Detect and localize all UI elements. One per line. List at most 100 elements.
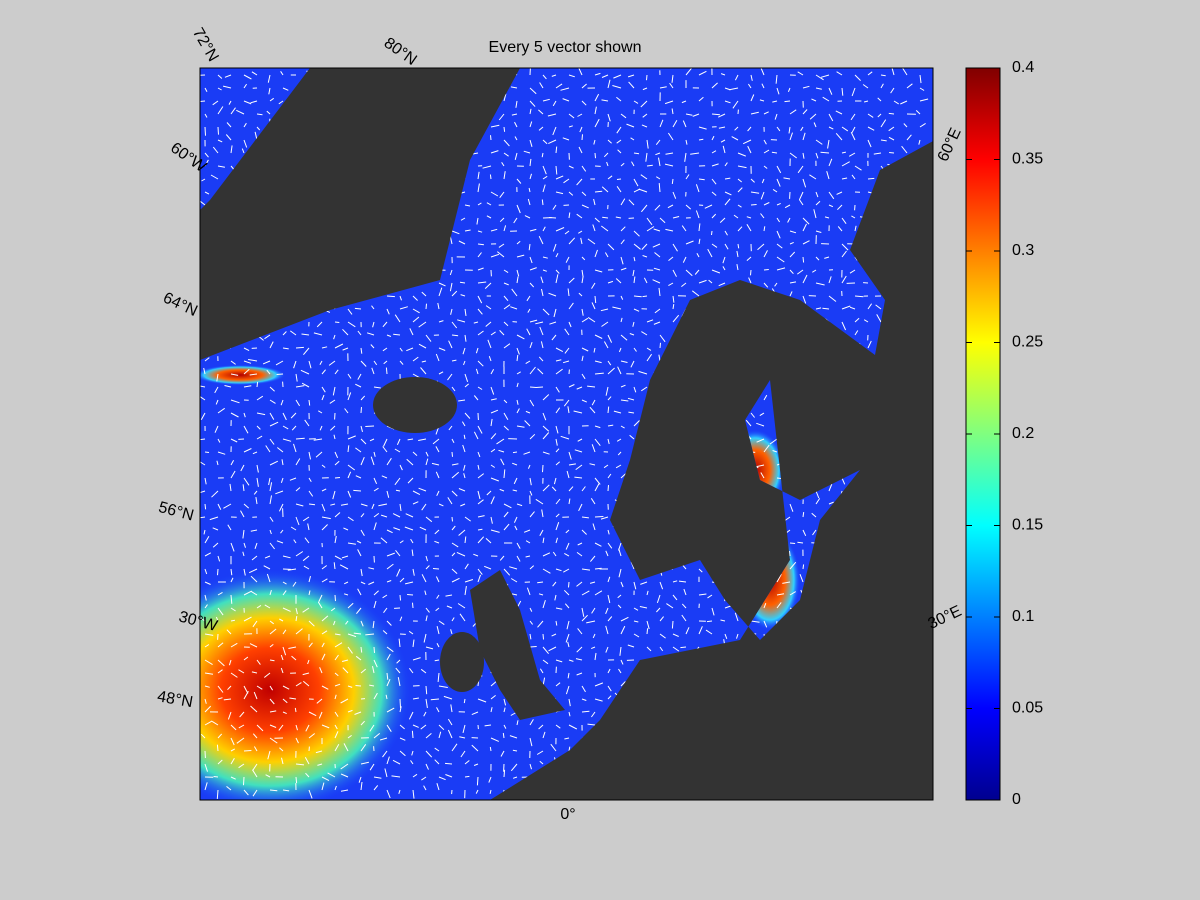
current-vector	[230, 577, 234, 583]
current-vector	[656, 594, 661, 604]
current-vector	[395, 667, 401, 674]
current-vector	[412, 501, 419, 505]
current-vector	[737, 204, 742, 208]
current-vector	[319, 425, 323, 431]
current-vector	[605, 550, 609, 557]
current-vector	[263, 565, 271, 570]
current-vector	[536, 750, 544, 755]
graticule-label: 60°E	[935, 125, 965, 164]
current-vector	[646, 226, 655, 232]
current-vector	[626, 123, 635, 128]
current-vector	[269, 620, 275, 625]
current-vector	[540, 341, 544, 349]
current-vector	[763, 269, 769, 271]
current-vector	[447, 373, 453, 381]
current-vector	[745, 419, 752, 427]
current-vector	[564, 603, 570, 609]
current-vector	[776, 230, 781, 239]
current-vector	[565, 633, 570, 643]
current-vector	[256, 381, 259, 388]
current-vector	[576, 178, 583, 186]
current-vector	[755, 464, 765, 468]
current-vector	[347, 445, 350, 453]
current-vector	[535, 321, 544, 325]
current-vector	[464, 308, 467, 316]
current-vector	[334, 711, 339, 717]
current-vector	[720, 73, 726, 76]
current-vector	[391, 775, 401, 778]
current-vector	[737, 243, 740, 249]
graticule-label: 80°N	[381, 35, 420, 69]
current-vector	[837, 226, 843, 232]
current-vector	[841, 477, 846, 485]
current-vector	[436, 594, 440, 599]
current-vector	[412, 316, 420, 323]
current-vector	[600, 308, 609, 312]
current-vector	[412, 639, 415, 648]
current-vector	[302, 555, 310, 562]
current-vector	[527, 464, 531, 469]
current-vector	[204, 604, 208, 609]
current-vector	[278, 724, 284, 731]
current-vector	[551, 334, 557, 341]
current-vector	[591, 399, 596, 406]
current-vector	[360, 503, 368, 507]
current-vector	[564, 737, 570, 740]
current-vector	[734, 126, 739, 131]
current-vector	[334, 731, 339, 739]
current-vector	[408, 711, 414, 720]
current-vector	[373, 487, 379, 492]
current-vector	[425, 555, 428, 562]
current-vector	[315, 750, 323, 754]
current-vector	[841, 275, 847, 284]
current-vector	[477, 230, 483, 233]
current-vector	[290, 526, 297, 531]
current-vector	[368, 567, 375, 570]
current-vector	[269, 97, 274, 102]
current-vector	[620, 473, 626, 479]
current-vector	[658, 287, 661, 297]
current-vector	[581, 607, 585, 617]
current-vector	[382, 321, 388, 328]
current-vector	[269, 659, 275, 662]
current-vector	[718, 282, 726, 287]
current-vector	[633, 256, 636, 262]
current-vector	[457, 603, 466, 609]
current-vector	[321, 565, 327, 570]
colorbar-tick-label: 0.35	[1012, 151, 1043, 168]
current-vector	[698, 178, 705, 181]
current-vector	[562, 360, 570, 364]
current-vector	[203, 529, 206, 535]
current-vector	[633, 243, 641, 250]
current-vector	[607, 424, 614, 427]
current-vector	[269, 529, 272, 535]
current-vector	[720, 619, 726, 622]
current-vector	[334, 512, 341, 518]
current-vector	[594, 682, 604, 687]
current-vector	[399, 616, 403, 622]
current-vector	[640, 100, 648, 108]
current-vector	[343, 743, 349, 752]
current-vector	[542, 394, 550, 401]
current-vector	[485, 321, 492, 327]
current-vector	[503, 126, 506, 132]
current-vector	[616, 178, 622, 180]
current-vector	[529, 342, 533, 349]
current-vector	[503, 769, 506, 778]
current-vector	[602, 216, 609, 219]
current-vector	[295, 487, 301, 492]
current-vector	[594, 372, 604, 375]
current-vector	[230, 145, 233, 154]
current-vector	[238, 763, 245, 769]
current-vector	[436, 625, 440, 635]
current-vector	[555, 227, 565, 232]
current-vector	[828, 276, 832, 284]
current-vector	[620, 384, 626, 388]
current-vector	[451, 463, 459, 466]
current-vector	[707, 248, 713, 258]
current-vector	[815, 498, 821, 505]
current-vector	[316, 698, 323, 704]
current-vector	[514, 152, 518, 161]
current-vector	[399, 540, 404, 544]
current-vector	[516, 408, 520, 414]
